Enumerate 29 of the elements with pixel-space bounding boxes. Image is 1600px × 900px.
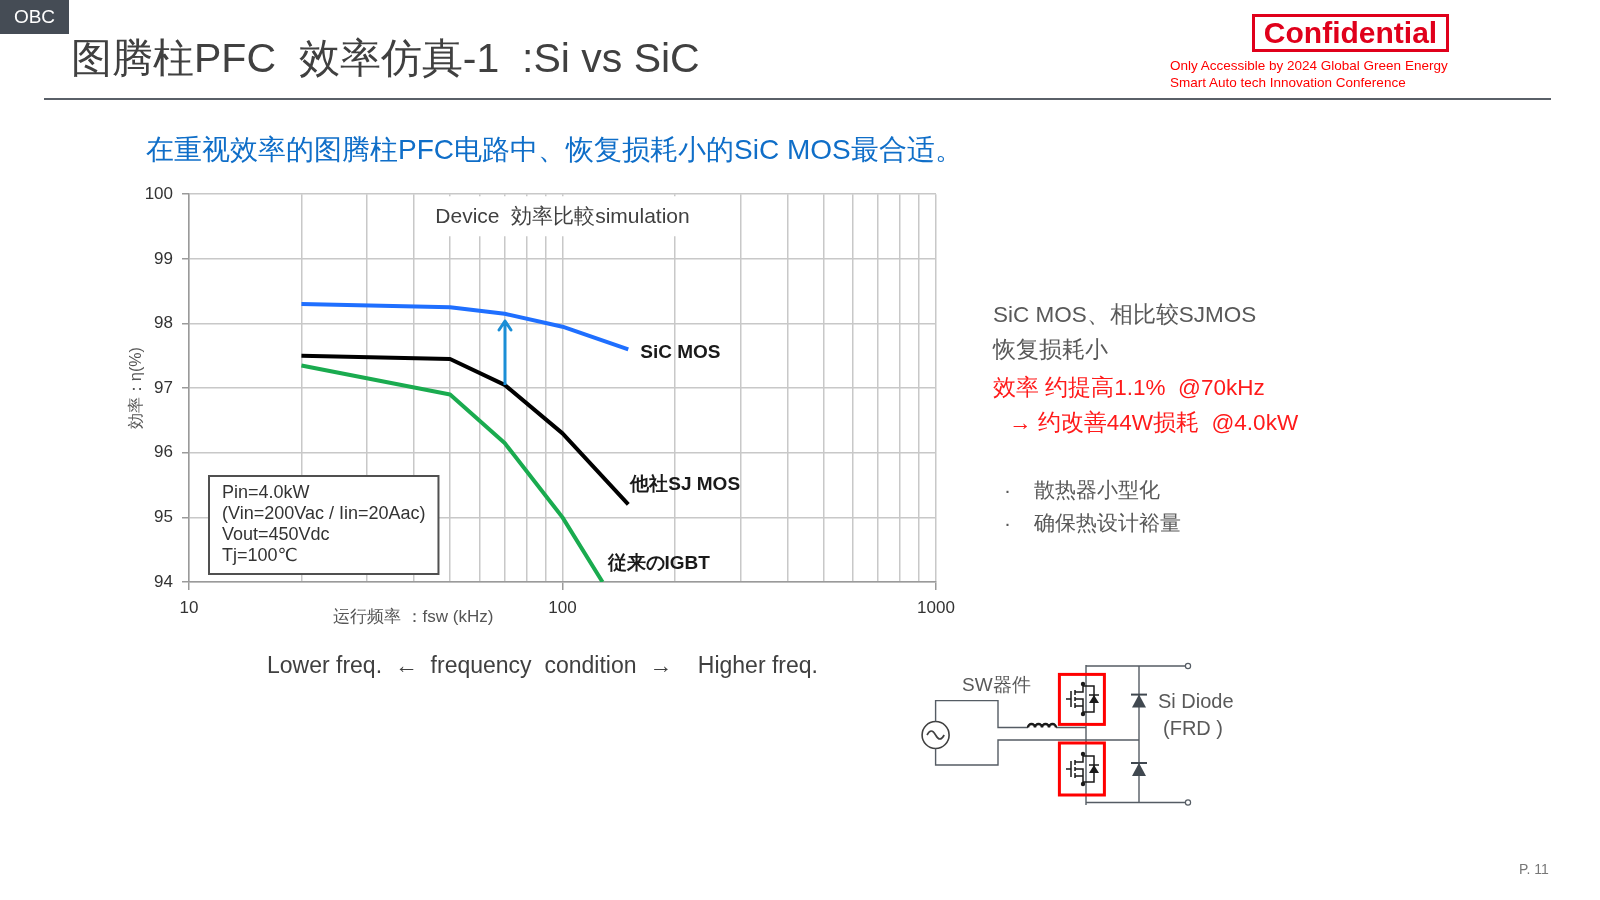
text: · 散热器小型化 · 确保热设计裕量 <box>1004 478 1182 534</box>
y-tick-label: 100 <box>144 183 173 203</box>
x-tick-label: 100 <box>548 597 577 617</box>
x-axis-title: 运行频率 ：fsw (kHz) <box>332 606 494 626</box>
x-tick-label: 10 <box>179 597 199 617</box>
y-tick-label: 94 <box>154 571 173 591</box>
x-tick-label: 1000 <box>917 597 955 617</box>
y-tick-label: 99 <box>154 248 173 268</box>
y-tick-label: 97 <box>154 377 173 397</box>
text: Lower freq. ← frequency condition → Higher freq. <box>267 652 818 678</box>
text: 效率 约提高1.1% @70kHz → 约改善44W损耗 @4.0kW <box>993 375 1299 435</box>
text: Confidential <box>1263 16 1438 50</box>
chart-subtitle: 在重视效率的图腾柱PFC电路中、恢复损耗小的SiC MOS最合适。 <box>146 134 963 166</box>
y-tick-label: 96 <box>154 442 173 462</box>
series-label: SiC MOS <box>640 340 721 362</box>
text: SW器件 <box>962 674 1031 695</box>
series-label: 従来のIGBT <box>606 552 711 574</box>
y-axis-title: 効率：η(%) <box>127 347 145 429</box>
text: Si Diode (FRD ) <box>1158 690 1234 739</box>
chart-title: 图腾柱PFC 效率仿真-1 :Si vs SiC <box>71 34 700 83</box>
y-tick-label: 95 <box>154 507 173 527</box>
annotation: Pin=4.0kW (Vin=200Vac / Iin=20Aac) Vout=450Vdc Tj=100℃ <box>222 482 426 566</box>
annotation: Device 効率比較simulation <box>435 204 690 227</box>
text: OBC <box>13 6 56 28</box>
y-tick-label: 98 <box>154 313 173 333</box>
series-label: 他社SJ MOS <box>629 472 741 494</box>
text: SiC MOS、相比较SJMOS 恢复损耗小 <box>993 302 1257 362</box>
text: Only Accessible by 2024 Global Green Energy Smart Auto tech Innovation Conference <box>1170 58 1448 90</box>
text: P. 11 <box>1519 861 1549 877</box>
